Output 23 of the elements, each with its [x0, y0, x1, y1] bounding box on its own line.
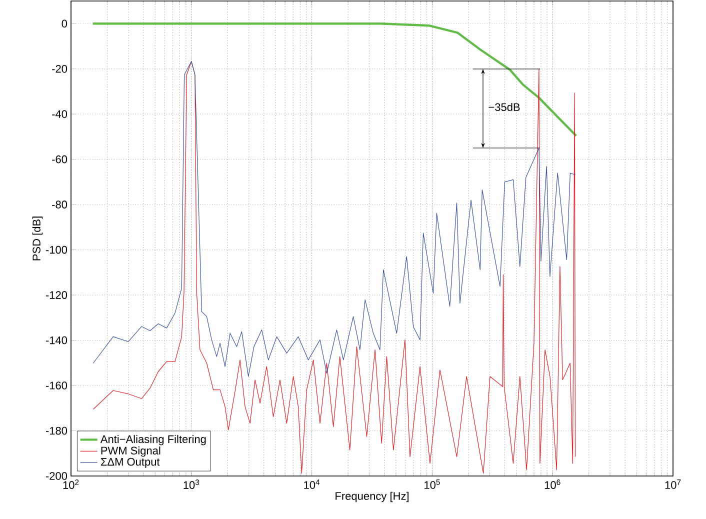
y-tick-label: -80	[52, 200, 68, 208]
y-tick-label: -200	[46, 472, 68, 480]
legend-label: Anti−Aliasing Filtering	[100, 434, 206, 446]
x-tick-label: 10$^{7}$	[665, 480, 681, 489]
legend-label: PWM Signal	[101, 446, 160, 457]
legend-label: ΣΔM Output	[100, 458, 160, 468]
x-tick-label: 10$^{4}$	[304, 480, 320, 489]
x-axis-title: Frequency [Hz]	[336, 492, 408, 502]
y-tick-label: -140	[46, 336, 68, 344]
x-tick-label: 10$^{5}$	[424, 480, 440, 489]
annotation: −35dB	[488, 102, 520, 112]
y-tick-label: -100	[46, 246, 68, 254]
y-tick-label: -20	[52, 64, 68, 73]
x-tick-label: 10$^{3}$	[184, 480, 200, 489]
y-tick-label: -120	[46, 291, 68, 299]
y-axis-title: PSD [dB]	[32, 216, 43, 260]
y-tick-label: -40	[52, 110, 68, 118]
y-tick-label: -160	[46, 382, 68, 390]
y-tick-label: -180	[46, 426, 68, 435]
y-tick-label: -60	[52, 155, 68, 164]
y-tick-label: 0	[62, 20, 68, 28]
x-tick-label: 10$^{6}$	[544, 480, 560, 489]
x-tick-label: 10$^{2}$	[63, 480, 79, 489]
